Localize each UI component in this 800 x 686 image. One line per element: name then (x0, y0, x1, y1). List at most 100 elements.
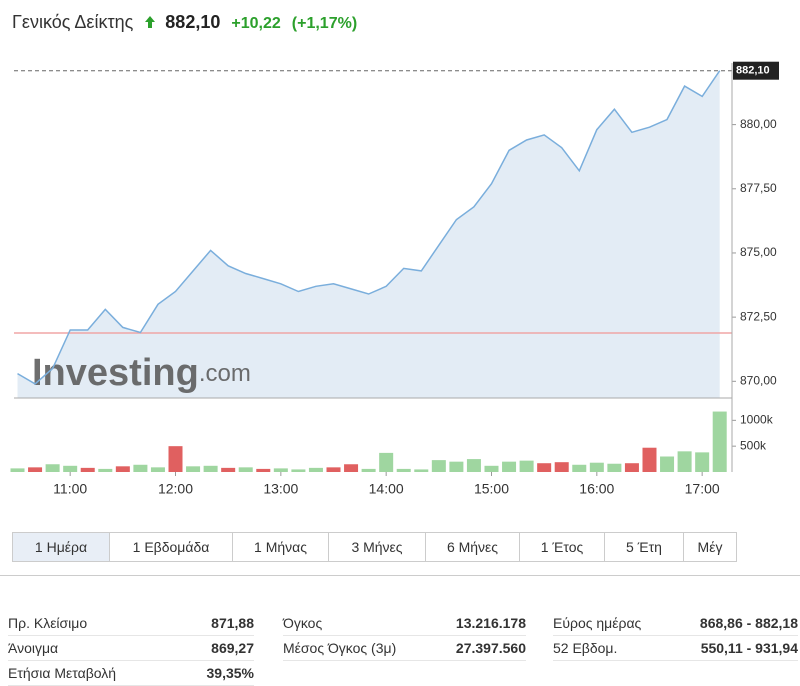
stat-value: 13.216.178 (455, 615, 526, 631)
y-tick-label: 877,50 (740, 181, 777, 195)
stat-value: 869,27 (211, 640, 254, 656)
volume-bar (677, 451, 692, 472)
range-tab[interactable]: 1 Ημέρα (13, 533, 110, 561)
stat-label: Ετήσια Μεταβολή (8, 665, 117, 681)
stat-row: Όγκος 13.216.178 (283, 611, 526, 636)
watermark-main: Investing (32, 352, 199, 394)
x-tick-label: 13:00 (263, 481, 298, 497)
x-tick-label: 15:00 (474, 481, 509, 497)
stat-label: Μέσος Όγκος (3μ) (283, 640, 397, 656)
volume-bar (502, 461, 517, 472)
volume-bar (98, 468, 113, 472)
volume-bar (589, 462, 604, 472)
change-pct: (+1,17%) (291, 15, 358, 32)
stat-value: 550,11 - 931,94 (700, 640, 798, 656)
watermark-suffix: .com (199, 360, 251, 387)
stat-row: Ετήσια Μεταβολή 39,35% (8, 661, 254, 686)
price: 882,10 (165, 12, 221, 32)
volume-bar (168, 446, 183, 472)
volume-bar (291, 469, 306, 472)
volume-bar (326, 467, 341, 472)
area (17, 70, 720, 398)
range-tab[interactable]: 1 Μήνας (233, 533, 329, 561)
stats-column: Όγκος 13.216.178 Μέσος Όγκος (3μ) 27.397.56… (283, 611, 526, 661)
separator (0, 575, 800, 576)
stat-row: 52 Εβδομ. 550,11 - 931,94 (553, 636, 798, 661)
volume-bar (414, 469, 429, 472)
range-tab[interactable]: 6 Μήνες (426, 533, 520, 561)
volume-bar (396, 468, 411, 472)
y-tick-label: 880,00 (740, 117, 777, 131)
volume-bar (115, 466, 130, 472)
volume-bar (256, 468, 271, 472)
volume-bar (554, 462, 569, 472)
volume-bar (572, 464, 587, 472)
stats-column: Πρ. Κλείσιμο 871,88 Άνοιγμα 869,27 Ετήσια Με… (8, 611, 254, 686)
y-tick-label: 872,50 (740, 309, 777, 323)
stat-value: 868,86 - 882,18 (699, 615, 798, 631)
volume-bar (344, 464, 359, 472)
x-tick-label: 16:00 (579, 481, 614, 497)
watermark: Investing.com (32, 352, 251, 394)
stat-label: Πρ. Κλείσιμο (8, 615, 88, 631)
stat-value: 27.397.560 (455, 640, 526, 656)
volume-bar (10, 468, 25, 472)
range-tab[interactable]: Μέγ (697, 539, 723, 555)
stat-label: Εύρος ημέρας (553, 615, 642, 631)
volume-bar (624, 463, 639, 472)
volume-bar (537, 463, 552, 472)
y-tick-label: 870,00 (740, 373, 777, 387)
range-tab[interactable]: 5 Έτη (605, 533, 684, 561)
volume-bar (642, 447, 657, 472)
stat-row: Μέσος Όγκος (3μ) 27.397.560 (283, 636, 526, 661)
volume-bar (28, 467, 43, 472)
stat-label: Άνοιγμα (8, 640, 59, 656)
range-tabs: 1 Ημέρα 1 Εβδομάδα 1 Μήνας 3 Μήνες 6 Μήνες 1 … (12, 532, 737, 562)
volume-bar (133, 464, 148, 472)
volume-bar (80, 467, 95, 472)
chart: 870,00 872,50 875,00 877,50 880,00 500k 1000k I… (10, 61, 779, 497)
volume-bar (449, 461, 464, 472)
change: +10,22 (231, 15, 281, 32)
volume-bar (150, 467, 165, 472)
price-line (17, 70, 721, 385)
volume-bar (273, 468, 288, 472)
stat-label: Όγκος (283, 615, 323, 631)
volume-bar (519, 460, 534, 472)
stat-label: 52 Εβδομ. (553, 640, 618, 656)
last-price-label: 882,10 (736, 65, 770, 77)
up-arrow (145, 16, 156, 28)
range-tab[interactable]: 3 Μήνες (329, 533, 426, 561)
y-tick-label: 875,00 (740, 245, 777, 259)
volume-bar (712, 411, 727, 472)
stat-row: Πρ. Κλείσιμο 871,88 (8, 611, 254, 636)
volume-bar (238, 467, 253, 472)
x-tick-label: 12:00 (158, 481, 193, 497)
stats-column: Εύρος ημέρας 868,86 - 882,18 52 Εβδομ. 550,… (553, 611, 798, 661)
stat-value: 871,88 (211, 615, 254, 631)
volume-bar (431, 460, 446, 472)
header: Γενικός Δείκτης 882,10 +10,22 (+1,17%) (12, 12, 357, 33)
volume-bar (203, 465, 218, 472)
volume-bar (660, 456, 675, 472)
stat-row: Εύρος ημέρας 868,86 - 882,18 (553, 611, 798, 636)
stat-row: Άνοιγμα 869,27 (8, 636, 254, 661)
volume-bar (361, 468, 376, 472)
volume-bar (63, 465, 78, 472)
title: Γενικός Δείκτης (12, 12, 134, 32)
x-tick-label: 17:00 (685, 481, 720, 497)
volume-bar (484, 465, 499, 472)
x-tick-label: 11:00 (53, 481, 87, 497)
range-tab[interactable]: 1 Έτος (520, 533, 605, 561)
volume-bar (308, 467, 323, 472)
volume-tick-label: 500k (740, 438, 767, 452)
x-tick-label: 14:00 (369, 481, 404, 497)
range-tab[interactable]: 1 Εβδομάδα (110, 533, 233, 561)
volume-bar (607, 463, 622, 472)
volume-bar (221, 467, 236, 472)
last-price-box (733, 61, 779, 80)
volume-bar (466, 459, 481, 472)
volume-bar (186, 466, 201, 472)
volume-tick-label: 1000k (740, 413, 774, 427)
